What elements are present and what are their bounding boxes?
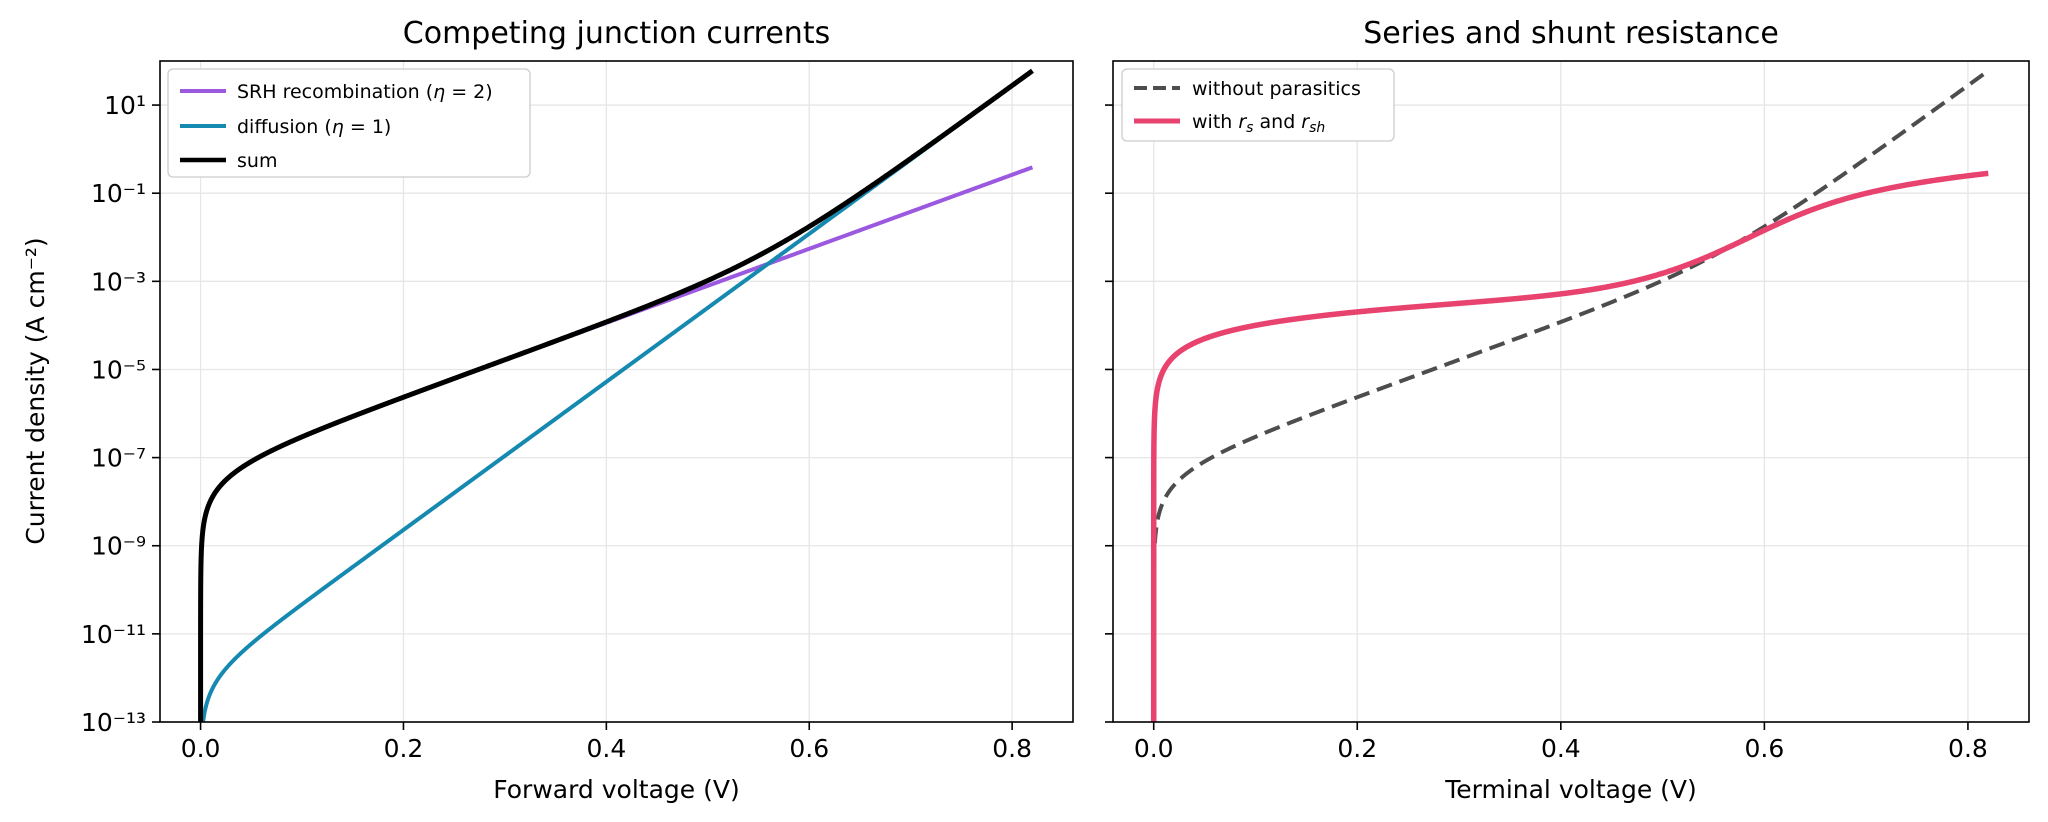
right-axes-frame [1112,60,2030,723]
x-tick-label: 0.6 [789,734,829,763]
left-series-group [198,68,1034,722]
left-ticks: 0.0 0.2 0.4 0.6 0.8 10⁻¹³ 10⁻¹¹ 10⁻⁹ 10⁻⁷ 10⁻⁵ 10⁻… [81,91,1032,763]
right-ticks: 0.0 0.2 0.4 0.6 0.8 [1105,104,1988,763]
right-legend: without parasitics with rs and rsh [1121,68,1395,142]
left-legend: SRH recombination (η = 2) diffusion (η =… [167,68,531,178]
y-axis-label: Current density (A cm⁻²) [21,237,50,544]
y-tick-label: 10⁻¹¹ [81,620,146,649]
x-tick-label: 0.4 [586,734,626,763]
legend-label-without-parasitics: without parasitics [1192,78,1361,100]
y-tick-label: 10⁻³ [91,267,146,296]
y-tick-label: 10¹ [104,91,146,120]
left-panel: Competing junction currents 0.0 0.2 0.4 0.6… [21,16,1074,804]
left-chart-title: Competing junction currents [403,16,830,51]
series-line-diffusion-1 [201,69,1034,722]
y-tick-label: 10⁻⁷ [91,444,146,473]
right-x-axis-label: Terminal voltage (V) [1444,775,1697,804]
y-tick-label: 10⁻⁹ [91,532,146,561]
x-tick-label: 0.4 [1541,734,1581,763]
legend-label-with-parasitics: with rs and rsh [1192,111,1325,136]
left-grid [160,61,1073,723]
left-x-axis-label: Forward voltage (V) [493,775,739,804]
right-series-group [1150,69,1991,722]
x-tick-label: 0.8 [1948,734,1988,763]
x-tick-label: 0.2 [384,734,424,763]
x-tick-label: 0.0 [1134,734,1174,763]
series-line-with-r-s-and-r-sh [1150,170,1991,722]
right-panel: Series and shunt resistance 0.0 0.2 0.4 0.6… [1105,16,2030,804]
right-chart-title: Series and shunt resistance [1363,16,1779,51]
series-line-sum [198,68,1034,722]
legend-label-sum: sum [237,150,277,172]
legend-label-srh: SRH recombination (η = 2) [237,81,493,103]
x-tick-label: 0.2 [1337,734,1377,763]
right-legend-box [1121,68,1395,142]
x-tick-label: 0.6 [1744,734,1784,763]
legend-label-diffusion: diffusion (η = 1) [237,116,391,138]
left-legend-box [167,68,531,178]
x-tick-label: 0.0 [181,734,221,763]
x-tick-label: 0.8 [992,734,1032,763]
y-tick-label: 10⁻⁵ [91,355,146,384]
left-axes-frame [159,60,1074,723]
y-tick-label: 10⁻¹³ [81,708,146,737]
y-tick-label: 10⁻¹ [91,179,146,208]
series-line-without-parasitics [1151,69,1990,722]
